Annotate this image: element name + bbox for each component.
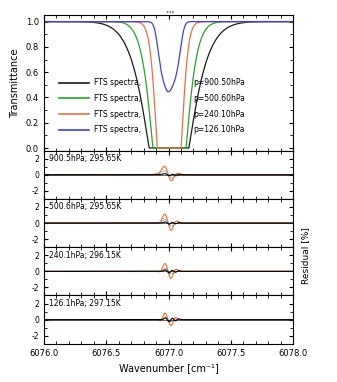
X-axis label: Wavenumber [cm⁻¹]: Wavenumber [cm⁻¹]	[119, 363, 218, 373]
Text: FTS spectra,: FTS spectra,	[94, 94, 141, 103]
Text: p=240.10hPa: p=240.10hPa	[193, 110, 245, 118]
Y-axis label: Transmittance: Transmittance	[10, 48, 20, 118]
Text: Residual [%]: Residual [%]	[302, 228, 311, 284]
Text: 900.5hPa; 295.65K: 900.5hPa; 295.65K	[49, 154, 121, 163]
Text: 500.6hPa; 295.65K: 500.6hPa; 295.65K	[49, 202, 121, 211]
Text: 126.1hPa; 297.15K: 126.1hPa; 297.15K	[49, 299, 121, 308]
Text: FTS spectra,: FTS spectra,	[94, 110, 141, 118]
Text: 240.1hPa; 296.15K: 240.1hPa; 296.15K	[49, 251, 121, 259]
Text: FTS spectra,: FTS spectra,	[94, 125, 141, 134]
Text: p=900.50hPa: p=900.50hPa	[193, 78, 245, 87]
Text: p=500.60hPa: p=500.60hPa	[193, 94, 245, 103]
Text: p=126.10hPa: p=126.10hPa	[193, 125, 245, 134]
Text: FTS spectra,: FTS spectra,	[94, 78, 141, 87]
